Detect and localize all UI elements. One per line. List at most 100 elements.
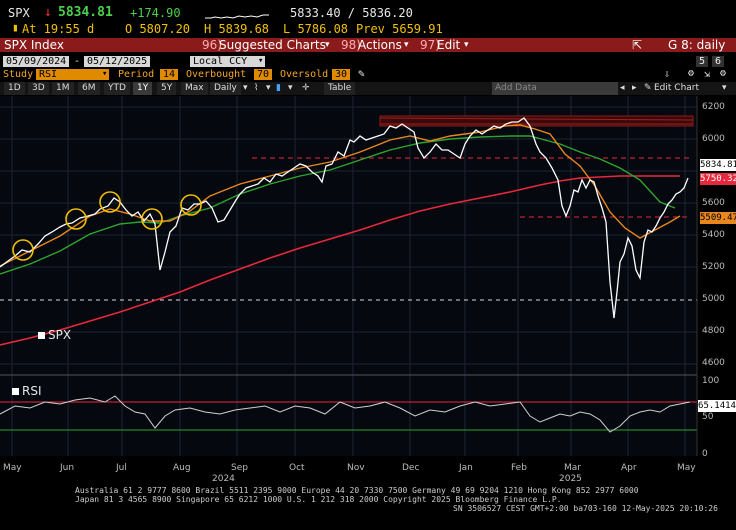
spx-legend: SPX [38, 328, 71, 342]
pencil-icon[interactable]: ✎ [358, 67, 365, 80]
month-label: Oct [289, 463, 305, 473]
y-tick: 5200 [702, 262, 725, 272]
study-label: Study [3, 69, 34, 80]
price-chart[interactable] [0, 96, 736, 476]
end-date-input[interactable]: 05/12/2025 [84, 56, 151, 67]
rsi-tick: 0 [702, 449, 708, 459]
open-price: O 5807.20 [125, 22, 191, 36]
settings-icon[interactable]: ⚙ [720, 68, 727, 79]
page-counter-b[interactable]: 6 [712, 56, 725, 67]
page-counter-a[interactable]: 5 [696, 56, 709, 67]
month-label: May [3, 463, 22, 473]
range-toolbar: 1D 3D 1M 6M YTD 1Y 5Y Max Daily ▾ ⌇ ▾ ▮ … [0, 82, 736, 95]
flag-icon: ▮ [12, 21, 19, 34]
range-1d[interactable]: 1D [4, 82, 25, 95]
month-label: Jun [60, 463, 75, 473]
period-input[interactable]: 14 [160, 69, 179, 80]
range-6m[interactable]: 6M [78, 82, 100, 95]
footer-contacts-2: Japan 81 3 4565 8900 Singapore 65 6212 1… [75, 495, 562, 504]
range-5y[interactable]: 5Y [157, 82, 177, 95]
frequency-select[interactable]: Daily [210, 82, 241, 95]
line-chart-icon[interactable]: ⌇ [254, 83, 259, 93]
ma50-tag: 5509.47 [700, 212, 736, 224]
y-tick: 6200 [702, 102, 725, 112]
bars-icon[interactable]: ▮ [276, 83, 281, 93]
y-tick: 4600 [702, 358, 725, 368]
security-name[interactable]: SPX Index [4, 38, 64, 52]
oversold-label: Oversold [280, 69, 329, 80]
edit-button[interactable]: Edit [437, 38, 461, 52]
chevron-down-icon[interactable]: ▾ [100, 69, 110, 80]
title-bar: SPX Index 96) Suggested Charts ▾ 98) Act… [0, 38, 736, 52]
bid-ask: 5833.40 / 5836.20 [290, 6, 413, 20]
actions-num: 98) [341, 38, 361, 52]
range-ytd[interactable]: YTD [104, 82, 130, 95]
sparkline-icon [205, 10, 271, 23]
rsi-tag: 65.1414 [698, 400, 736, 412]
chevron-down-icon[interactable]: ▾ [288, 83, 293, 93]
month-label: Mar [564, 463, 581, 473]
chevron-down-icon[interactable]: ▾ [722, 83, 727, 93]
month-label: Jul [116, 463, 127, 473]
overbought-input[interactable]: 70 [254, 69, 273, 80]
overbought-label: Overbought [186, 69, 247, 80]
suggested-charts-button[interactable]: Suggested Charts [219, 38, 326, 52]
download-icon[interactable]: ⇩ [664, 69, 671, 80]
export-icon[interactable]: ⇲ [704, 69, 711, 80]
rsi-tick: 50 [702, 412, 714, 422]
net-change: +174.90 [130, 6, 181, 20]
suggested-num: 96) [202, 38, 222, 52]
add-data-input[interactable]: Add Data [492, 82, 618, 95]
back-icon[interactable]: ◂ [620, 83, 625, 93]
last-price: 5834.81 [58, 5, 113, 20]
y-tick: 5600 [702, 198, 725, 208]
rsi-legend-label: RSI [22, 384, 42, 398]
ma200-tag: 5750.32 [700, 173, 736, 185]
forward-icon[interactable]: ▸ [632, 83, 637, 93]
rsi-tick: 100 [702, 376, 720, 386]
range-1m[interactable]: 1M [52, 82, 74, 95]
start-date-input[interactable]: 05/09/2024 [3, 56, 70, 67]
rsi-legend: RSI [12, 384, 42, 398]
dropdown-icon: ▾ [404, 40, 409, 50]
date-separator: - [74, 56, 81, 67]
down-arrow-icon: ↓ [44, 5, 52, 20]
crosshair-icon[interactable]: ✛ [302, 83, 310, 93]
month-label: May [677, 463, 696, 473]
chevron-down-icon[interactable]: ▾ [243, 83, 248, 93]
expand-icon[interactable]: ⇱ [632, 38, 643, 52]
y-tick: 6000 [702, 134, 725, 144]
actions-button[interactable]: Actions [358, 38, 402, 52]
month-label: Dec [402, 463, 420, 473]
high-price: H 5839.68 [204, 22, 270, 36]
month-label: Sep [231, 463, 248, 473]
dropdown-icon: ▾ [464, 40, 469, 50]
y-tick: 5000 [702, 294, 725, 304]
study-select[interactable]: RSI [36, 69, 106, 80]
range-3d[interactable]: 3D [28, 82, 49, 95]
gear-icon[interactable]: ⚙ [688, 68, 695, 79]
chevron-down-icon[interactable]: ▾ [266, 83, 271, 93]
prev-price: Prev 5659.91 [356, 22, 443, 36]
table-button[interactable]: Table [324, 82, 356, 95]
y-tick: 4800 [702, 326, 725, 336]
dropdown-icon: ▾ [325, 40, 330, 50]
time-label: At 19:55 d [22, 22, 95, 36]
month-label: Feb [511, 463, 527, 473]
currency-select[interactable]: Local CCY [190, 56, 262, 67]
low-price: L 5786.08 [283, 22, 349, 36]
month-label: Jan [459, 463, 473, 473]
footer-contacts-1: Australia 61 2 9777 8600 Brazil 5511 239… [75, 486, 639, 495]
month-label: Nov [347, 463, 365, 473]
oversold-input[interactable]: 30 [332, 69, 351, 80]
month-label: Apr [621, 463, 637, 473]
year-label: 2025 [559, 474, 582, 484]
chevron-down-icon[interactable]: ▾ [256, 56, 266, 67]
range-1y[interactable]: 1Y [133, 82, 153, 95]
range-max[interactable]: Max [181, 82, 208, 95]
page-label: G 8: daily [668, 38, 726, 52]
y-tick: 5400 [702, 230, 725, 240]
year-label: 2024 [212, 474, 235, 484]
pencil-icon[interactable]: ✎ [644, 83, 652, 93]
edit-chart-button[interactable]: Edit Chart [654, 83, 700, 93]
